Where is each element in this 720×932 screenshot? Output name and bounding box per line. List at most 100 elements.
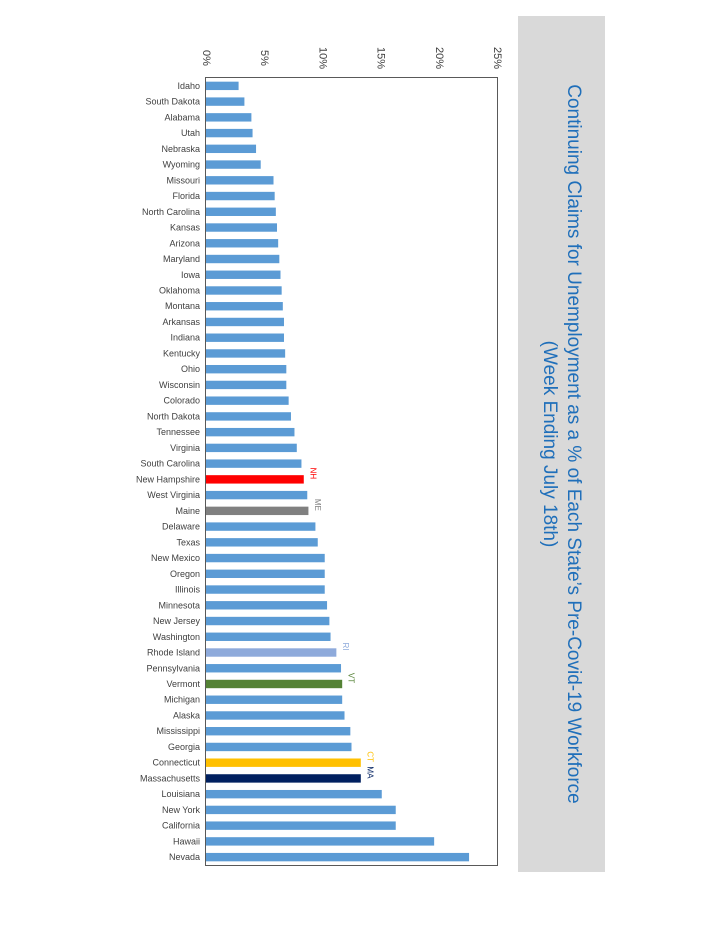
annotation-label: ME <box>313 499 322 511</box>
bar <box>206 176 274 185</box>
bar <box>206 443 297 453</box>
category-label: Oklahoma <box>159 285 200 295</box>
category-label: Alaska <box>173 710 200 720</box>
category-label: Montana <box>165 301 200 311</box>
x-tick-label: 5% <box>258 50 270 66</box>
category-label: Wyoming <box>163 160 200 170</box>
category-label: New Hampshire <box>136 474 200 484</box>
bar <box>206 113 252 122</box>
category-label: Minnesota <box>158 600 200 610</box>
category-label: Virginia <box>170 443 200 453</box>
bar <box>206 427 295 437</box>
category-label: California <box>162 821 200 831</box>
annotation-label: RI <box>341 643 350 651</box>
bar <box>206 648 337 657</box>
bar <box>206 538 318 547</box>
annotation-label: MA <box>365 766 374 779</box>
bar <box>206 459 302 468</box>
category-label: Pennsylvania <box>146 663 200 673</box>
bar <box>206 286 282 295</box>
plot-area-border <box>205 77 498 866</box>
category-label: New York <box>162 805 201 815</box>
bar <box>206 239 279 248</box>
bar-annotations: NH ME RI VT CT MA <box>308 468 374 780</box>
category-label: Louisiana <box>161 789 200 799</box>
bar <box>206 742 352 752</box>
bar <box>206 727 351 736</box>
bar <box>206 553 325 563</box>
title-panel <box>518 16 605 872</box>
category-label: Texas <box>176 537 200 547</box>
category-label: Nevada <box>169 852 200 862</box>
category-label: Nebraska <box>161 144 200 154</box>
bar <box>206 380 287 390</box>
category-label: South Carolina <box>140 459 200 469</box>
annotation-label: VT <box>347 673 356 683</box>
category-label: Washington <box>153 632 200 642</box>
x-tick-label: 15% <box>375 47 387 69</box>
bar <box>206 789 382 799</box>
category-label: West Virginia <box>147 490 200 500</box>
bar <box>206 821 396 830</box>
category-labels: Idaho South Dakota Alabama Utah Nebraska Wyom… <box>136 81 201 862</box>
bar <box>206 616 330 626</box>
category-label: Rhode Island <box>147 648 200 658</box>
bar <box>206 270 281 279</box>
bar <box>206 128 253 138</box>
bar <box>206 679 343 689</box>
category-label: New Jersey <box>153 616 201 626</box>
bar <box>206 160 261 169</box>
category-label: Alabama <box>164 112 200 122</box>
x-tick-label: 20% <box>433 47 445 69</box>
bar <box>206 364 287 374</box>
category-label: Massachusetts <box>140 773 201 783</box>
bar <box>206 333 284 342</box>
x-tick-label: 10% <box>316 47 328 69</box>
category-label: Hawaii <box>173 836 200 846</box>
bar <box>206 207 276 216</box>
category-label: Florida <box>172 191 200 201</box>
category-label: Mississippi <box>156 726 200 736</box>
bar <box>206 632 331 641</box>
annotation-label: NH <box>308 468 317 480</box>
category-label: Kansas <box>170 223 201 233</box>
bar <box>206 412 291 421</box>
category-label: Oregon <box>170 569 200 579</box>
category-label: Illinois <box>175 585 201 595</box>
category-label: Delaware <box>162 522 200 532</box>
bar <box>206 664 342 673</box>
category-label: Maryland <box>163 254 200 264</box>
category-label: Arizona <box>169 238 200 248</box>
bar <box>206 758 361 767</box>
bar <box>206 601 328 610</box>
category-label: Indiana <box>170 333 200 343</box>
bar <box>206 805 396 815</box>
bar <box>206 852 470 862</box>
bar <box>206 695 343 704</box>
category-label: Georgia <box>168 742 200 752</box>
bar <box>206 254 280 264</box>
bar <box>206 97 245 106</box>
bar <box>206 223 278 232</box>
bar <box>206 774 361 783</box>
bar <box>206 302 283 311</box>
annotation-label: CT <box>365 751 374 762</box>
bar <box>206 191 275 201</box>
bar <box>206 144 257 154</box>
bar <box>206 506 309 516</box>
bar <box>206 522 316 531</box>
bar <box>206 396 289 405</box>
category-label: Arkansas <box>162 317 200 327</box>
bar <box>206 490 308 500</box>
bars <box>206 81 470 862</box>
bar <box>206 317 284 327</box>
category-label: Utah <box>181 128 200 138</box>
x-tick-label: 25% <box>491 47 503 69</box>
category-label: North Dakota <box>147 411 200 421</box>
category-label: Kentucky <box>163 348 201 358</box>
category-label: New Mexico <box>151 553 200 563</box>
bar <box>206 711 345 720</box>
x-tick-label: 0% <box>200 50 212 66</box>
x-axis-ticks: 0% 5% 10% 15% 20% 25% <box>200 47 503 69</box>
